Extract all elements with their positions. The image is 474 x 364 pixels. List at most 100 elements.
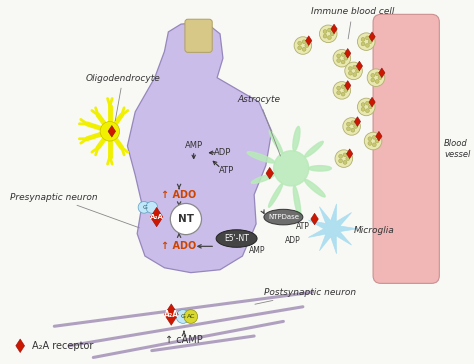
Circle shape (343, 118, 360, 135)
Text: AC: AC (187, 314, 195, 319)
Circle shape (176, 310, 190, 323)
Circle shape (365, 132, 382, 150)
Text: Oligodendrocyte: Oligodendrocyte (85, 74, 160, 121)
Text: Immune blood cell: Immune blood cell (310, 7, 394, 39)
Circle shape (184, 310, 198, 323)
Circle shape (323, 29, 327, 33)
Circle shape (365, 101, 369, 105)
Circle shape (170, 203, 201, 235)
Polygon shape (345, 48, 351, 58)
Text: ↑ cAMP: ↑ cAMP (165, 335, 203, 345)
Circle shape (346, 127, 350, 131)
Polygon shape (164, 304, 178, 325)
Text: Astrocyte: Astrocyte (237, 95, 281, 156)
Circle shape (319, 25, 337, 43)
Circle shape (302, 40, 306, 44)
Polygon shape (345, 80, 351, 90)
Circle shape (361, 103, 365, 107)
Ellipse shape (304, 141, 323, 157)
Circle shape (344, 88, 348, 92)
Circle shape (333, 50, 351, 67)
Circle shape (343, 161, 347, 164)
Circle shape (373, 135, 376, 139)
Circle shape (302, 47, 306, 51)
Polygon shape (308, 204, 357, 254)
Circle shape (294, 37, 311, 54)
Polygon shape (266, 167, 273, 179)
Polygon shape (376, 131, 382, 141)
Text: NT: NT (178, 214, 194, 224)
Circle shape (368, 137, 372, 141)
Text: AMP: AMP (249, 246, 265, 255)
Circle shape (373, 143, 376, 147)
Circle shape (353, 65, 357, 69)
Text: E5'-NT: E5'-NT (224, 234, 249, 243)
Circle shape (328, 36, 331, 40)
Circle shape (368, 105, 372, 109)
Circle shape (337, 91, 341, 95)
Polygon shape (346, 149, 353, 159)
Polygon shape (128, 22, 272, 273)
Circle shape (298, 41, 301, 45)
Ellipse shape (264, 209, 303, 225)
Circle shape (146, 202, 158, 213)
Ellipse shape (247, 152, 275, 163)
Polygon shape (306, 36, 312, 46)
Ellipse shape (251, 174, 275, 183)
Text: Presynaptic neuron: Presynaptic neuron (10, 193, 139, 228)
Text: ATP: ATP (296, 222, 310, 232)
Circle shape (341, 92, 345, 96)
Circle shape (375, 139, 379, 143)
Polygon shape (356, 61, 363, 71)
Circle shape (354, 124, 357, 128)
Text: Blood
vessel: Blood vessel (444, 139, 471, 159)
Ellipse shape (304, 179, 325, 197)
Circle shape (375, 72, 379, 76)
Circle shape (361, 42, 365, 46)
Text: ↑ ADO: ↑ ADO (162, 241, 197, 251)
Circle shape (345, 62, 362, 80)
Ellipse shape (293, 186, 301, 218)
Circle shape (333, 82, 351, 99)
Circle shape (353, 73, 357, 76)
Text: G: G (143, 205, 147, 210)
Circle shape (335, 150, 353, 167)
Text: G: G (181, 314, 185, 319)
Circle shape (368, 142, 372, 145)
Circle shape (305, 44, 309, 47)
Circle shape (341, 60, 345, 64)
Circle shape (323, 34, 327, 38)
Circle shape (343, 153, 347, 157)
Polygon shape (150, 207, 163, 227)
Circle shape (365, 43, 369, 47)
Text: A₂A: A₂A (150, 214, 164, 220)
Circle shape (346, 122, 350, 126)
Circle shape (337, 54, 341, 58)
Circle shape (365, 36, 369, 40)
Ellipse shape (309, 166, 331, 171)
Circle shape (351, 128, 355, 132)
Circle shape (348, 71, 352, 75)
Circle shape (378, 76, 382, 80)
Circle shape (356, 69, 359, 73)
Text: ADP: ADP (214, 148, 232, 157)
Polygon shape (108, 126, 116, 137)
Circle shape (339, 154, 343, 158)
Polygon shape (369, 32, 375, 41)
Text: ↑ ADO: ↑ ADO (162, 190, 197, 200)
Ellipse shape (293, 126, 300, 151)
Text: ADP: ADP (285, 236, 301, 245)
Circle shape (375, 79, 379, 83)
FancyBboxPatch shape (373, 14, 439, 284)
Polygon shape (379, 68, 385, 78)
Text: Postsynaptic neuron: Postsynaptic neuron (255, 288, 356, 304)
Polygon shape (16, 339, 25, 353)
Ellipse shape (269, 131, 283, 153)
Circle shape (341, 85, 345, 88)
Circle shape (328, 28, 331, 32)
Circle shape (348, 67, 352, 71)
Circle shape (273, 151, 309, 186)
Circle shape (371, 78, 375, 82)
Circle shape (361, 107, 365, 111)
Circle shape (339, 159, 343, 163)
